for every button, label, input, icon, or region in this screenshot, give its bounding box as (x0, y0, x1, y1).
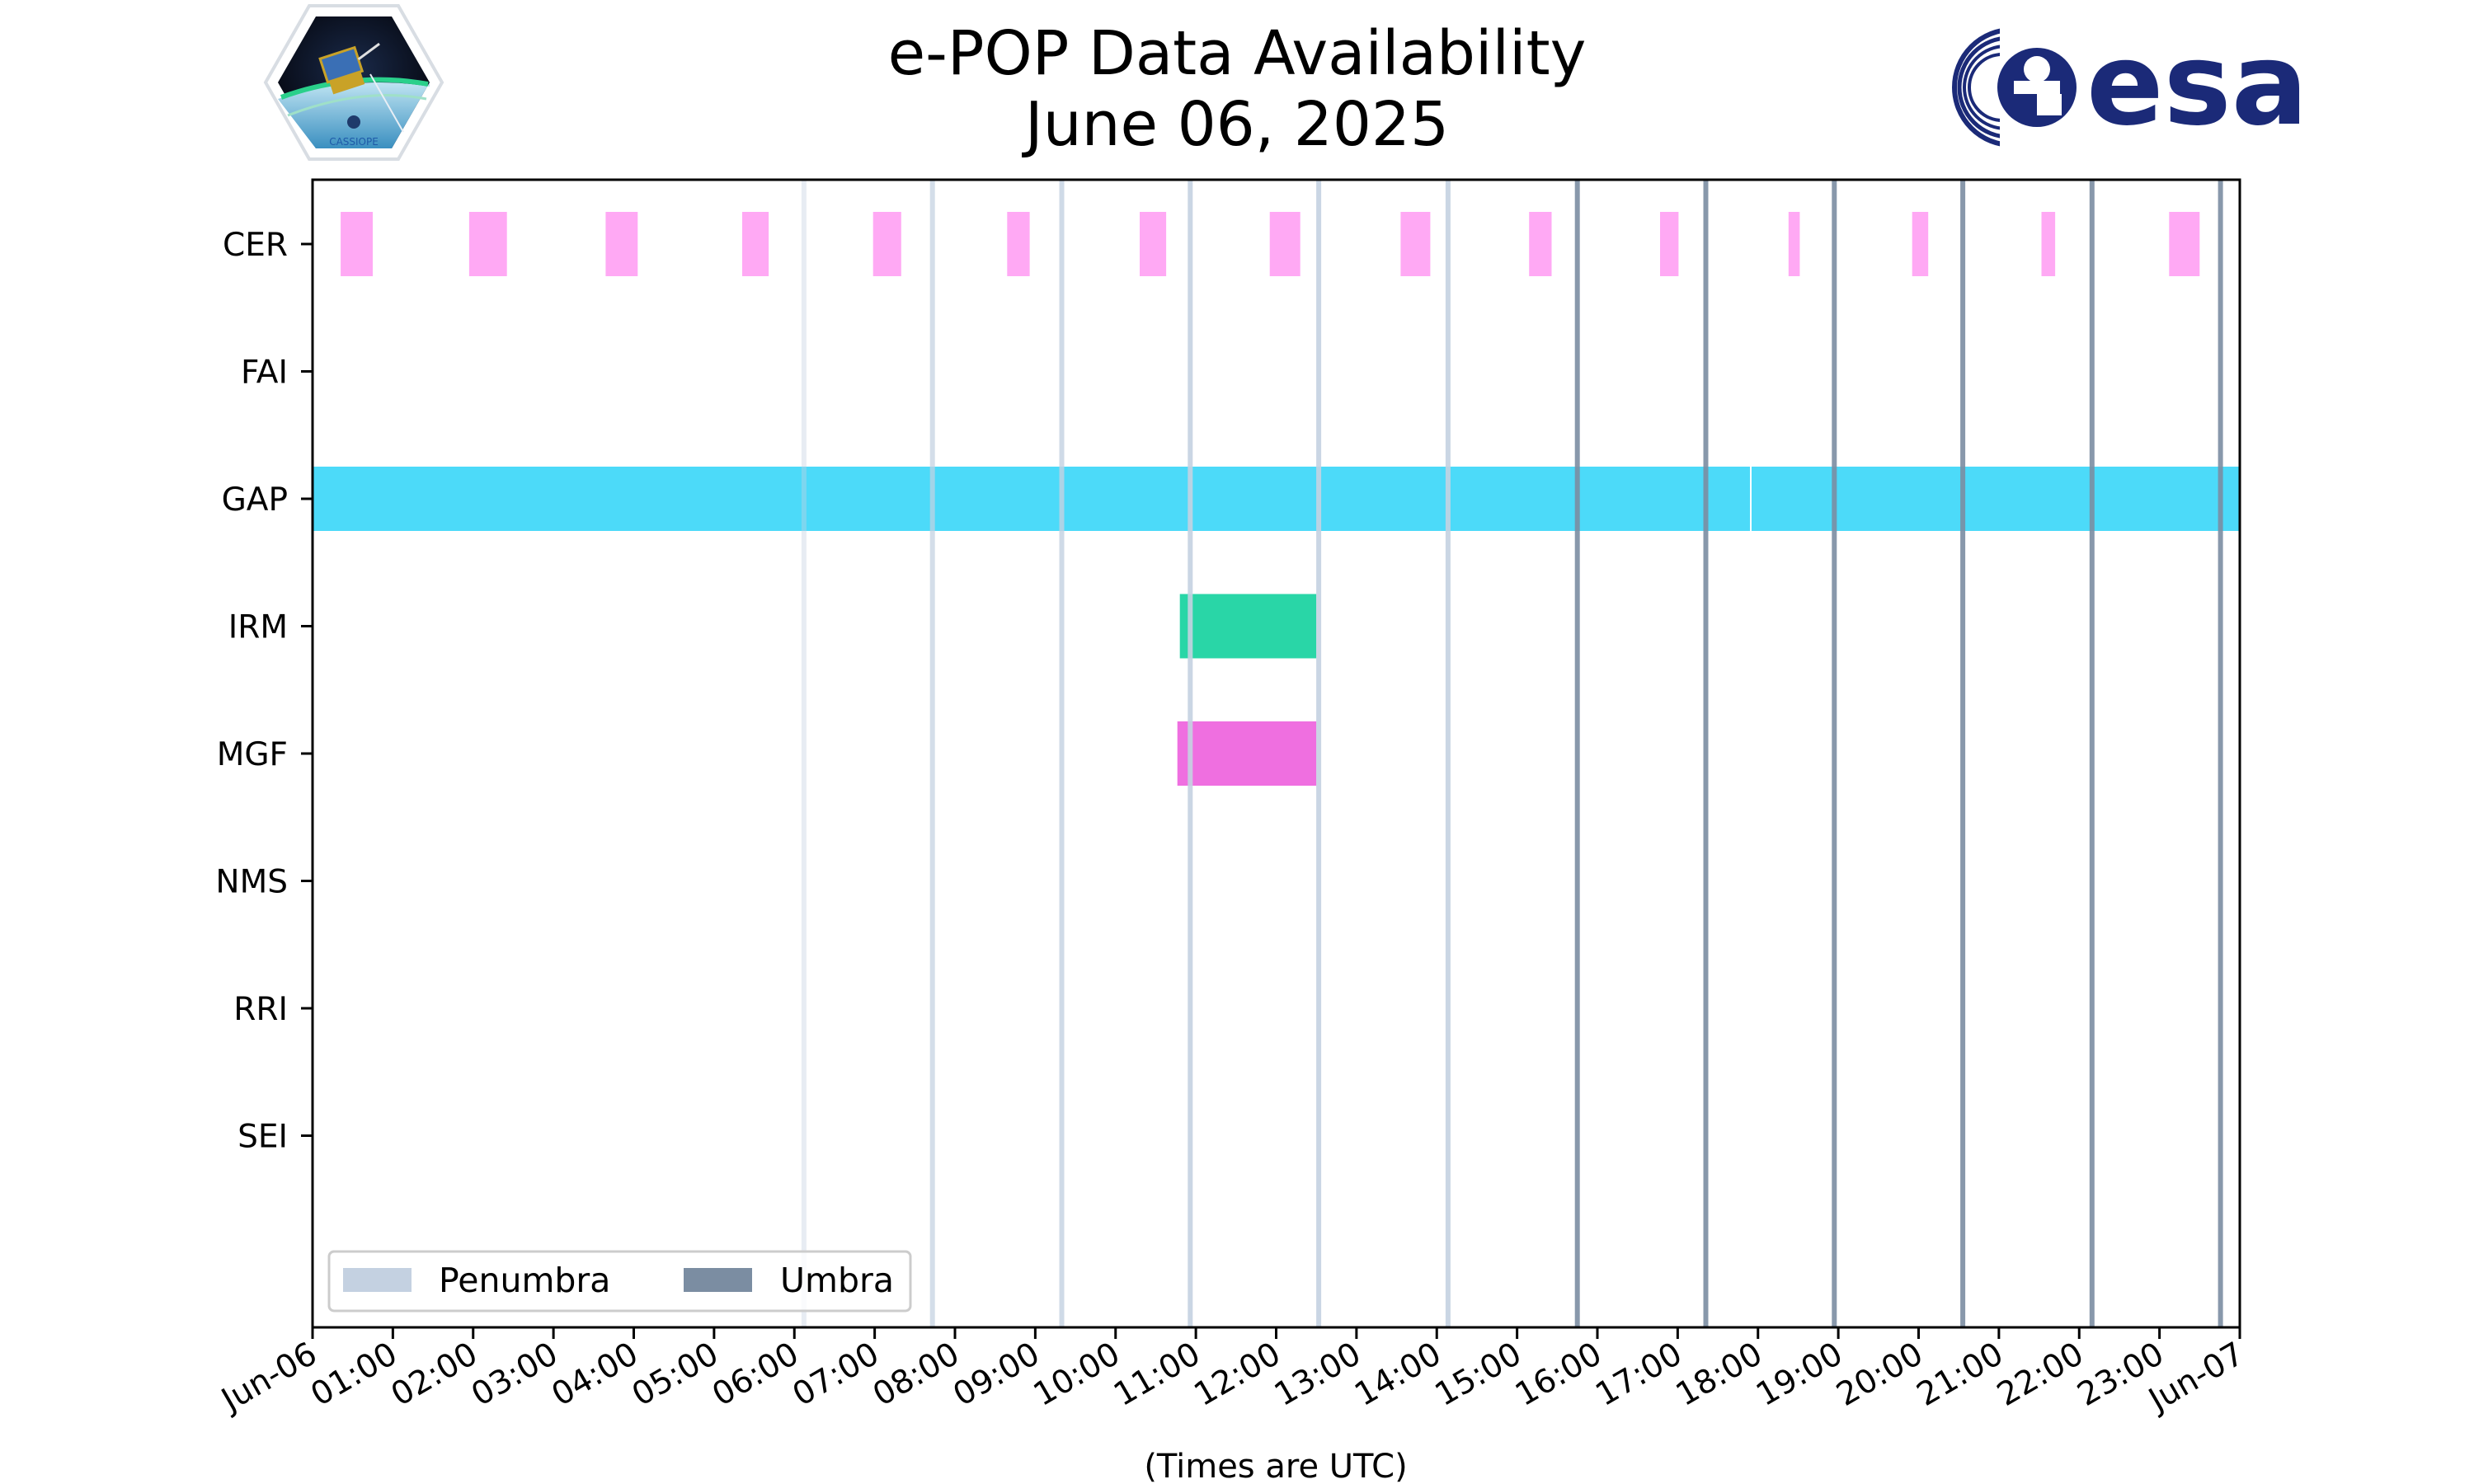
x-tick-label-8: 08:00 (867, 1336, 966, 1414)
y-tick-label-sei: SEI (238, 1119, 288, 1156)
eclipse-penumbra-4 (1316, 180, 1322, 1327)
eclipse-penumbra-1 (929, 180, 935, 1327)
legend-label-penumbra: Penumbra (439, 1261, 610, 1300)
legend-box (327, 1250, 912, 1313)
segment-gap-15 (313, 467, 1750, 531)
y-tick-label-irm: IRM (228, 609, 288, 646)
x-axis: Jun-0601:0002:0003:0004:0005:0006:0007:0… (214, 1327, 2251, 1420)
y-tick-label-fai: FAI (241, 355, 288, 392)
x-tick-label-19: 19:00 (1750, 1336, 1849, 1414)
segment-cer-13 (2041, 212, 2056, 276)
x-axis-title: (Times are UTC) (1144, 1448, 1407, 1484)
eclipse-umbra-8 (1832, 180, 1837, 1327)
x-tick-label-17: 17:00 (1590, 1336, 1689, 1414)
y-tick-label-cer: CER (223, 227, 288, 264)
legend-swatch-penumbra (343, 1268, 412, 1292)
x-tick-label-1: 01:00 (305, 1336, 404, 1414)
x-tick-label-2: 02:00 (385, 1336, 484, 1414)
eclipse-penumbra-5 (1445, 180, 1451, 1327)
x-tick-label-22: 22:00 (1991, 1336, 2090, 1414)
x-tick-label-12: 12:00 (1188, 1336, 1287, 1414)
eclipse-umbra-10 (2089, 180, 2095, 1327)
x-tick-label-6: 06:00 (706, 1336, 805, 1414)
segment-cer-9 (1529, 212, 1552, 276)
eclipse-lines (801, 180, 2223, 1327)
x-tick-label-13: 13:00 (1268, 1336, 1367, 1414)
y-tick-label-nms: NMS (215, 864, 288, 901)
x-tick-label-10: 10:00 (1028, 1336, 1126, 1414)
segment-cer-0 (341, 212, 373, 276)
y-tick-label-mgf: MGF (217, 736, 288, 773)
x-tick-label-18: 18:00 (1670, 1336, 1769, 1414)
eclipse-penumbra-0 (801, 180, 807, 1327)
segment-cer-5 (1007, 212, 1030, 276)
eclipse-penumbra-2 (1059, 180, 1065, 1327)
eclipse-penumbra-3 (1188, 180, 1193, 1327)
chart-title-line2: June 06, 2025 (1024, 89, 1450, 160)
segment-cer-12 (1912, 212, 1929, 276)
segment-cer-10 (1660, 212, 1679, 276)
segment-irm-17 (1179, 594, 1317, 659)
esa-logo: esa (1952, 18, 2308, 151)
chart-title-line1: e-POP Data Availability (887, 18, 1587, 89)
esa-logo-wordmark: esa (2086, 18, 2308, 151)
segment-cer-14 (2169, 212, 2200, 276)
eclipse-umbra-6 (1574, 180, 1580, 1327)
legend-label-umbra: Umbra (780, 1261, 894, 1300)
y-tick-label-gap: GAP (222, 481, 288, 519)
x-tick-label-20: 20:00 (1831, 1336, 1930, 1414)
eclipse-umbra-11 (2218, 180, 2223, 1327)
segment-cer-2 (605, 212, 638, 276)
esa-logo-swirl (1952, 26, 2077, 149)
x-tick-label-9: 09:00 (948, 1336, 1047, 1414)
cassiope-logo: CASSIOPE (263, 4, 444, 161)
cassiope-logo-caption: CASSIOPE (329, 136, 379, 148)
segment-cer-3 (742, 212, 769, 276)
segment-cer-11 (1788, 212, 1800, 276)
x-tick-label-11: 11:00 (1108, 1336, 1206, 1414)
x-tick-label-0: Jun-06 (214, 1336, 323, 1421)
legend-swatch-umbra (684, 1268, 752, 1292)
x-tick-label-15: 15:00 (1429, 1336, 1528, 1414)
segment-cer-8 (1400, 212, 1431, 276)
segment-cer-1 (468, 212, 507, 276)
x-tick-label-4: 04:00 (546, 1336, 645, 1414)
x-tick-label-21: 21:00 (1911, 1336, 2010, 1414)
x-tick-label-16: 16:00 (1509, 1336, 1608, 1414)
segment-gap-16 (1752, 467, 2240, 531)
eclipse-umbra-7 (1703, 180, 1709, 1327)
x-tick-label-7: 07:00 (787, 1336, 886, 1414)
eclipse-umbra-9 (1960, 180, 1966, 1327)
y-tick-label-rri: RRI (233, 991, 288, 1028)
y-axis: CER FAI GAP IRM MGF NMS RRI SEI (215, 227, 313, 1156)
x-tick-label-5: 05:00 (626, 1336, 725, 1414)
segment-cer-6 (1140, 212, 1167, 276)
x-tick-label-14: 14:00 (1348, 1336, 1447, 1414)
legend: Penumbra Umbra (327, 1250, 912, 1313)
x-tick-label-3: 03:00 (465, 1336, 564, 1414)
chart-title: e-POP Data Availability June 06, 2025 (0, 18, 2474, 160)
segment-cer-7 (1269, 212, 1300, 276)
segment-mgf-18 (1177, 721, 1317, 786)
segment-cer-4 (872, 212, 901, 276)
